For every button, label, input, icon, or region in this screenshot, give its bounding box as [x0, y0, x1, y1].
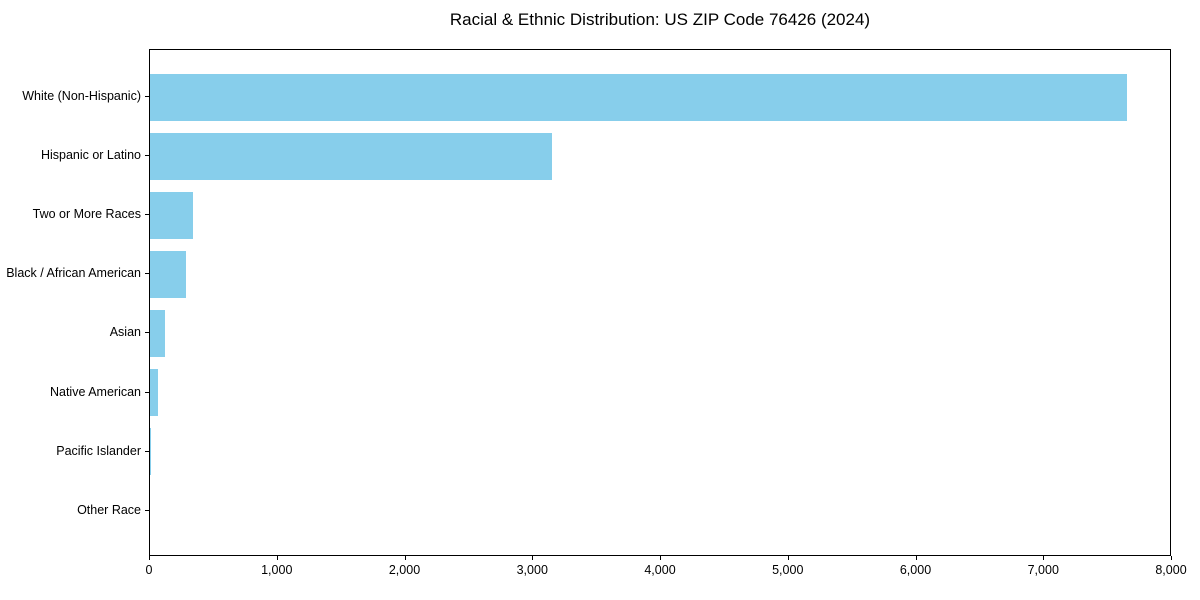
y-axis-tick — [145, 96, 149, 97]
y-axis-label: Asian — [109, 325, 141, 340]
x-axis-label: 2,000 — [388, 563, 421, 577]
y-axis-tick — [145, 214, 149, 216]
x-axis-label: 1,000 — [261, 563, 293, 577]
y-axis-label: Black / African American — [6, 266, 141, 281]
y-axis-label: White (Non-Hispanic) — [22, 89, 141, 103]
y-axis-tick — [145, 391, 149, 393]
bar-hispanic-or-latino — [150, 132, 553, 180]
bar-two-or-more-races — [150, 191, 193, 239]
y-axis-label: Other Race — [77, 502, 141, 517]
y-axis-tick — [145, 155, 149, 157]
x-axis-label: 0 — [145, 563, 153, 577]
y-axis-tick — [145, 509, 149, 511]
y-axis-label: Native American — [49, 384, 141, 399]
bar-white-non-hispanic — [150, 73, 1128, 121]
x-axis-tick — [404, 556, 406, 560]
bar-asian — [150, 309, 166, 357]
y-axis-label: Two or More Races — [32, 207, 141, 222]
x-axis-tick — [532, 556, 534, 560]
y-axis-label: Hispanic or Latino — [40, 148, 141, 163]
x-axis-tick — [1171, 556, 1172, 560]
x-axis-label: 5,000 — [772, 563, 804, 577]
x-axis-label: 4,000 — [644, 563, 676, 577]
x-axis-label: 7,000 — [1027, 563, 1059, 577]
bar-native-american — [150, 369, 159, 416]
x-axis-label: 6,000 — [899, 563, 932, 577]
x-axis-label: 8,000 — [1155, 563, 1187, 577]
chart-title: Racial & Ethnic Distribution: US ZIP Cod… — [449, 10, 871, 29]
y-axis-label: Pacific Islander — [56, 443, 141, 458]
y-axis-tick — [145, 450, 149, 452]
x-axis-tick — [276, 556, 278, 560]
x-axis-tick — [1043, 556, 1045, 560]
x-axis-tick — [787, 556, 789, 560]
x-axis-label: 3,000 — [516, 563, 548, 577]
y-axis-tick — [145, 273, 149, 275]
x-axis-tick — [915, 556, 917, 560]
bar-pacific-islander — [150, 428, 151, 476]
x-axis-tick — [149, 556, 150, 560]
plot-area — [149, 49, 1171, 556]
y-axis-tick — [145, 332, 149, 334]
bar-black-african-american — [150, 250, 186, 298]
x-axis-tick — [660, 556, 661, 560]
